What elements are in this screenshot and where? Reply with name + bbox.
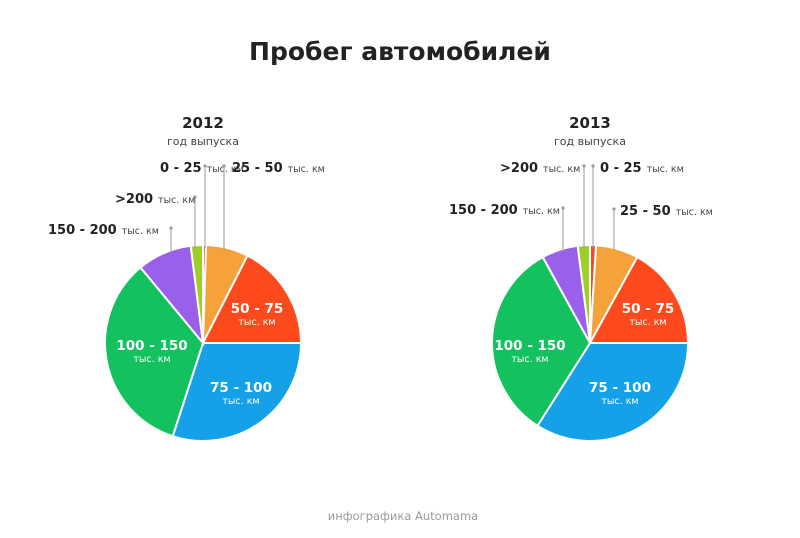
slice-label-2012-150-200: 150 - 200 тыс. км	[48, 223, 159, 238]
pie-slice-2012-100-150	[104, 266, 205, 438]
slice-label-2012-0-25: 0 - 25 тыс. км	[160, 161, 244, 176]
slice-unit-2013-50-75: тыс. км	[629, 317, 666, 328]
slice-label-2013-over-200: >200 тыс. км	[500, 161, 580, 176]
slice-label-unit-2012-over-200: тыс. км	[158, 195, 195, 206]
slice-label-2013-25-50: 25 - 50 тыс. км	[620, 204, 713, 219]
slice-unit-2013-75-100: тыс. км	[601, 396, 638, 407]
leader-dot-2012-0-25	[203, 164, 207, 168]
pie-slice-2013-50-75	[588, 255, 690, 344]
slice-label-2013-150-200: 150 - 200 тыс. км	[449, 203, 560, 218]
slice-label-value-2012-0-25: 0 - 25	[160, 161, 202, 176]
slice-label-value-2013-over-200: >200	[500, 161, 538, 176]
slice-unit-2012-75-100: тыс. км	[222, 396, 259, 407]
slice-label-unit-2013-25-50: тыс. км	[676, 207, 713, 218]
slice-label-2013-75-100: 75 - 100	[589, 380, 651, 396]
slice-label-unit-2012-0-25: тыс. км	[207, 164, 244, 175]
chart-title-2012: 2012	[182, 114, 224, 132]
slice-label-2013-0-25: 0 - 25 тыс. км	[600, 161, 684, 176]
slice-label-value-2012-150-200: 150 - 200	[48, 223, 117, 238]
slice-label-unit-2013-0-25: тыс. км	[647, 164, 684, 175]
slice-label-2012-25-50: 25 - 50 тыс. км	[232, 161, 325, 176]
pie-chart-2013: 2013 год выпуска 0 - 25 тыс. км 25 - 50 тыс…	[449, 114, 713, 442]
slice-label-2013-50-75: 50 - 75	[622, 301, 675, 317]
slice-unit-2012-100-150: тыс. км	[133, 354, 170, 365]
slice-label-value-2013-25-50: 25 - 50	[620, 204, 671, 219]
leader-dot-2013-25-50	[612, 207, 616, 211]
leader-dot-2012-25-50	[222, 164, 226, 168]
chart-title-2013: 2013	[569, 114, 611, 132]
leader-dot-2013-0-25	[591, 164, 595, 168]
leader-dot-2013-150-200	[561, 206, 565, 210]
chart-subtitle-2013: год выпуска	[554, 135, 626, 148]
slice-label-unit-2013-over-200: тыс. км	[543, 164, 580, 175]
slice-label-value-2012-25-50: 25 - 50	[232, 161, 283, 176]
slice-label-value-2012-over-200: >200	[115, 192, 153, 207]
slice-label-unit-2012-25-50: тыс. км	[288, 164, 325, 175]
pie-slices-2012	[104, 243, 303, 442]
slice-label-2013-100-150: 100 - 150	[494, 338, 565, 354]
slice-label-value-2013-0-25: 0 - 25	[600, 161, 642, 176]
slice-label-unit-2012-150-200: тыс. км	[122, 226, 159, 237]
slice-unit-2012-50-75: тыс. км	[238, 317, 275, 328]
slice-label-unit-2013-150-200: тыс. км	[523, 206, 560, 217]
pie-slice-2012-over-200	[189, 243, 204, 344]
pie-slice-2012-75-100	[171, 342, 303, 442]
slice-label-2012-over-200: >200 тыс. км	[115, 192, 195, 207]
slice-unit-2013-100-150: тыс. км	[511, 354, 548, 365]
leader-dot-2012-over-200	[193, 195, 197, 199]
chart-subtitle-2012: год выпуска	[167, 135, 239, 148]
pie-slice-2012-50-75	[201, 254, 303, 344]
leader-dot-2013-over-200	[582, 164, 586, 168]
slice-label-2012-100-150: 100 - 150	[116, 338, 187, 354]
slice-label-2012-75-100: 75 - 100	[210, 380, 272, 396]
credit-text: инфографика Automama	[328, 509, 478, 523]
slice-label-value-2013-150-200: 150 - 200	[449, 203, 518, 218]
infographic-title: Пробег автомобилей	[249, 37, 551, 66]
pie-slices-2013	[491, 243, 690, 442]
slice-label-2012-50-75: 50 - 75	[231, 301, 284, 317]
leader-dot-2012-150-200	[169, 226, 173, 230]
